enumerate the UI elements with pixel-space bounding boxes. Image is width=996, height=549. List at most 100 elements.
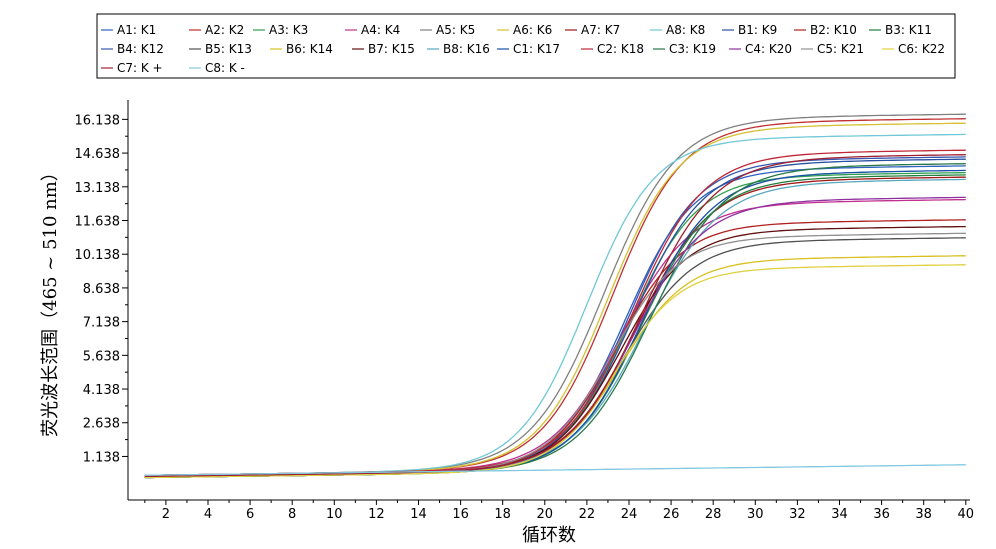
legend-frame	[96, 13, 956, 79]
series-line	[144, 264, 966, 479]
y-axis-title: 荧光波长范围（465 ~ 510 nm）	[40, 163, 61, 437]
legend-item: B3: K11	[869, 23, 932, 37]
series-line	[144, 165, 966, 479]
legend-item: B6: K14	[270, 42, 333, 56]
series-line	[144, 163, 966, 479]
series-line	[144, 133, 966, 476]
legend-label: B5: K13	[205, 42, 252, 56]
series-line	[144, 464, 966, 476]
legend-item: B5: K13	[189, 42, 252, 56]
legend-label: B4: K12	[117, 42, 164, 56]
legend-item: C2: K18	[581, 42, 644, 56]
series-line	[144, 198, 966, 476]
plot-area	[144, 113, 966, 479]
series-line	[144, 171, 966, 478]
y-tick-label: 16.138	[75, 113, 121, 128]
legend-label: A5: K5	[436, 23, 475, 37]
legend-item: C4: K20	[729, 42, 792, 56]
legend-label: C3: K19	[669, 42, 716, 56]
x-tick-label: 4	[204, 507, 212, 522]
legend-item: C8: K -	[189, 61, 245, 75]
legend-label: C1: K17	[513, 42, 560, 56]
legend-item: C3: K19	[653, 42, 716, 56]
legend-label: A3: K3	[269, 23, 308, 37]
series-line	[144, 122, 966, 476]
legend-item: C5: K21	[801, 42, 864, 56]
legend-label: C5: K21	[817, 42, 864, 56]
legend-label: B2: K10	[810, 23, 857, 37]
legend-item: A1: K1	[101, 23, 156, 37]
x-tick-label: 28	[705, 507, 722, 522]
x-tick-label: 2	[162, 507, 170, 522]
y-tick-label: 10.138	[75, 248, 121, 263]
series-line	[144, 174, 966, 479]
x-tick-label: 14	[410, 507, 427, 522]
x-tick-label: 20	[537, 507, 554, 522]
x-tick-label: 40	[958, 507, 975, 522]
x-tick-label: 12	[368, 507, 385, 522]
legend-label: A7: K7	[581, 23, 620, 37]
y-tick-label: 13.138	[75, 181, 121, 196]
y-tick-label: 4.138	[83, 383, 120, 398]
y-tick-label: 14.638	[75, 147, 121, 162]
legend-label: B1: K9	[738, 23, 777, 37]
x-axis-title: 循环数	[522, 525, 576, 546]
legend-label: B7: K15	[368, 42, 415, 56]
x-tick-label: 34	[831, 507, 848, 522]
legend-label: A2: K2	[205, 23, 244, 37]
legend-item: A2: K2	[189, 23, 244, 37]
legend-label: B3: K11	[885, 23, 932, 37]
legend-item: A3: K3	[253, 23, 308, 37]
legend-label: C8: K -	[205, 61, 245, 75]
legend-item: C7: K +	[101, 61, 163, 75]
legend-label: A6: K6	[513, 23, 552, 37]
legend-item: B7: K15	[352, 42, 415, 56]
legend-label: C4: K20	[745, 42, 792, 56]
x-tick-label: 18	[494, 507, 511, 522]
y-tick-label: 1.138	[83, 450, 120, 465]
x-tick-label: 30	[747, 507, 764, 522]
y-tick-label: 7.138	[83, 316, 120, 331]
y-tick-label: 5.638	[83, 349, 120, 364]
legend-item: A4: K4	[345, 23, 400, 37]
series-line	[144, 118, 966, 476]
y-tick-label: 2.638	[83, 417, 120, 432]
legend-item: C1: K17	[497, 42, 560, 56]
x-tick-label: 36	[873, 507, 890, 522]
legend-label: B8: K16	[443, 42, 490, 56]
legend-item: A7: K7	[565, 23, 620, 37]
legend-label: A4: K4	[361, 23, 400, 37]
legend-item: B2: K10	[794, 23, 857, 37]
legend-item: C6: K22	[882, 42, 945, 56]
x-tick-label: 6	[246, 507, 254, 522]
legend-label: A1: K1	[117, 23, 156, 37]
legend-item: B1: K9	[722, 23, 777, 37]
series-line	[144, 154, 966, 478]
axes: 2 4 6 8 10 12 14 16 18 20 22 24 26 28 30 32 34 36 38 401.13…	[75, 100, 975, 522]
legend-item: A5: K5	[420, 23, 475, 37]
legend-item: B4: K12	[101, 42, 164, 56]
x-tick-label: 26	[663, 507, 680, 522]
legend-label: C6: K22	[898, 42, 945, 56]
x-tick-label: 10	[326, 507, 343, 522]
legend-item: A6: K6	[497, 23, 552, 37]
x-tick-label: 24	[621, 507, 638, 522]
x-tick-label: 32	[789, 507, 806, 522]
x-tick-label: 8	[288, 507, 296, 522]
x-tick-label: 16	[452, 507, 469, 522]
legend-item: B8: K16	[427, 42, 490, 56]
legend-label: C2: K18	[597, 42, 644, 56]
legend-label: A8: K8	[666, 23, 705, 37]
legend: A1: K1 A2: K2 A3: K3 A4: K4 A5: K5 A6: K6 A7: …	[96, 13, 956, 79]
x-tick-label: 38	[915, 507, 932, 522]
legend-label: B6: K14	[286, 42, 333, 56]
y-tick-label: 11.638	[75, 214, 121, 229]
y-tick-label: 8.638	[83, 282, 120, 297]
x-tick-label: 22	[579, 507, 596, 522]
series-line	[144, 178, 966, 476]
series-line	[144, 156, 966, 479]
series-line	[144, 158, 966, 479]
legend-item: A8: K8	[650, 23, 705, 37]
legend-label: C7: K +	[117, 61, 163, 75]
